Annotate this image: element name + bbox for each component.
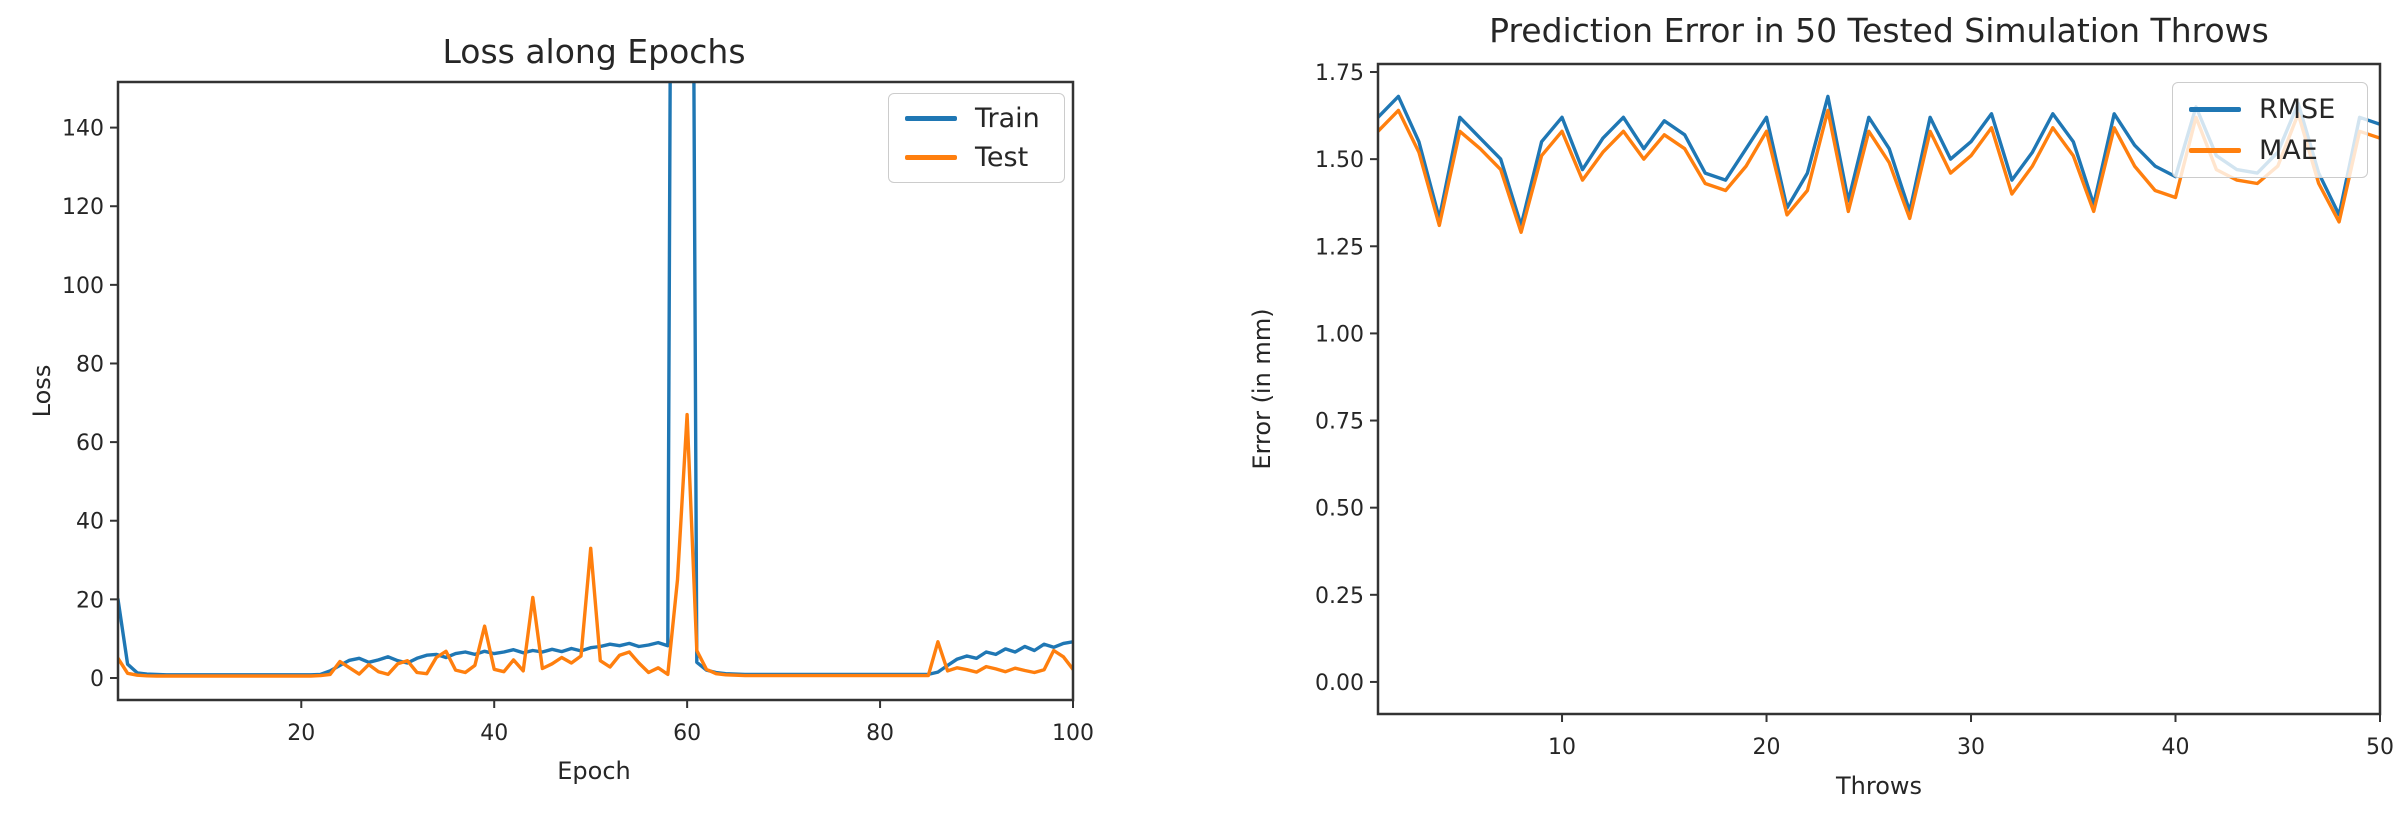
- x-tick-label: 60: [673, 721, 701, 746]
- left-chart-title: Loss along Epochs: [442, 32, 746, 71]
- legend-row-mae: MAE: [2189, 135, 2367, 166]
- left-chart-legend: Train Test: [888, 93, 1065, 183]
- y-tick-label: 0.50: [1315, 497, 1364, 522]
- y-tick-label: 0: [90, 667, 104, 692]
- x-tick-label: 40: [2162, 735, 2190, 760]
- y-tick-label: 100: [62, 274, 104, 299]
- y-tick-label: 1.75: [1315, 61, 1364, 86]
- legend-row-test: Test: [905, 142, 1064, 173]
- y-tick-label: 120: [62, 195, 104, 220]
- mae-legend-line: [2189, 148, 2241, 154]
- test-legend-label: Test: [975, 142, 1029, 174]
- right-chart-title: Prediction Error in 50 Tested Simulation…: [1489, 11, 2269, 50]
- x-tick-label: 10: [1548, 735, 1576, 760]
- y-tick-label: 60: [76, 431, 104, 456]
- y-tick-label: 1.50: [1315, 148, 1364, 173]
- x-tick-label: 20: [1753, 735, 1781, 760]
- train-legend-line: [905, 115, 957, 121]
- y-tick-label: 1.00: [1315, 322, 1364, 347]
- plot-spines: [1376, 62, 2382, 716]
- train-legend-label: Train: [975, 102, 1040, 134]
- legend-row-rmse: RMSE: [2189, 94, 2367, 125]
- y-tick-label: 0.00: [1315, 671, 1364, 696]
- rmse-legend-line: [2189, 106, 2241, 112]
- y-tick-label: 0.25: [1315, 584, 1364, 609]
- left-chart-xaxis-label: Epoch: [557, 757, 631, 785]
- x-tick-label: 100: [1052, 721, 1094, 746]
- x-tick-label: 80: [866, 721, 894, 746]
- x-tick-label: 30: [1957, 735, 1985, 760]
- y-tick-label: 80: [76, 352, 104, 377]
- x-tick-label: 50: [2366, 735, 2394, 760]
- legend-row-train: Train: [905, 103, 1064, 134]
- test-legend-line: [905, 155, 957, 161]
- left-chart-yaxis-label: Loss: [28, 364, 56, 418]
- y-tick-label: 20: [76, 588, 104, 613]
- right-chart-xaxis-label: Throws: [1835, 772, 1923, 800]
- right-chart-legend: RMSE MAE: [2172, 82, 2368, 178]
- right-chart-yaxis-label: Error (in mm): [1248, 308, 1276, 470]
- x-tick-label: 40: [480, 721, 508, 746]
- y-tick-label: 0.75: [1315, 410, 1364, 435]
- mae-legend-label: MAE: [2259, 135, 2318, 167]
- y-tick-label: 140: [62, 117, 104, 142]
- y-tick-label: 40: [76, 510, 104, 535]
- plot-spines: [116, 80, 1075, 702]
- error-chart-plot: 10 20 30 40 50 0.00 0.25 0.50 0.75 1.00 1.25 1.50 1.…: [1315, 61, 2394, 760]
- test-series-line: [118, 412, 1073, 678]
- loss-chart-plot: 20 40 60 80 100 0 20 40 60 80 100 120 140: [62, 80, 1094, 746]
- rmse-legend-label: RMSE: [2259, 93, 2336, 125]
- x-tick-label: 20: [287, 721, 315, 746]
- y-tick-label: 1.25: [1315, 235, 1364, 260]
